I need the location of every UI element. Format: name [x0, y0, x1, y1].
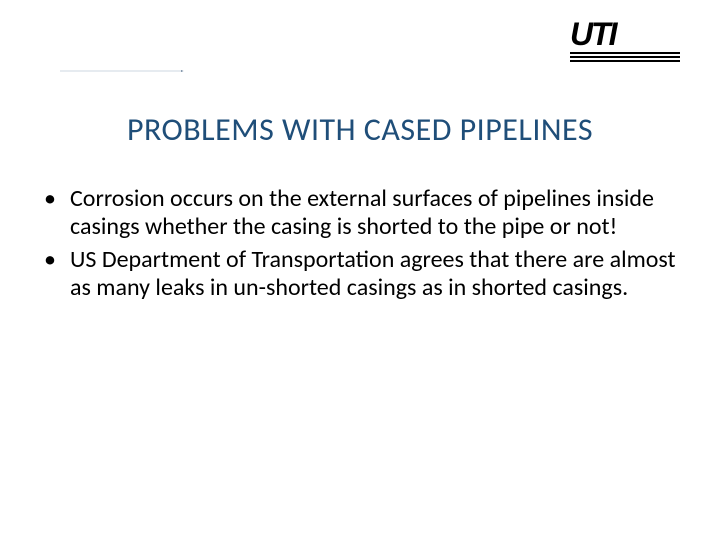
company-logo: UTI — [570, 18, 680, 56]
bullet-list: Corrosion occurs on the external surface… — [36, 185, 700, 302]
divider-arrow — [60, 70, 184, 72]
bullet-item: Corrosion occurs on the external surface… — [36, 185, 700, 242]
logo-text: UTI — [570, 18, 680, 50]
bullet-item: US Department of Transportation agrees t… — [36, 246, 700, 303]
header-region: UTI — [0, 0, 720, 90]
logo-bar — [570, 56, 680, 58]
bullet-text: Corrosion occurs on the external surface… — [70, 184, 654, 241]
slide-title: PROBLEMS WITH CASED PIPELINES — [0, 110, 720, 149]
bullet-text: US Department of Transportation agrees t… — [70, 245, 676, 302]
logo-bars — [570, 52, 680, 62]
logo-bar — [570, 52, 680, 54]
logo-bar — [570, 60, 680, 62]
content-region: Corrosion occurs on the external surface… — [36, 185, 700, 306]
